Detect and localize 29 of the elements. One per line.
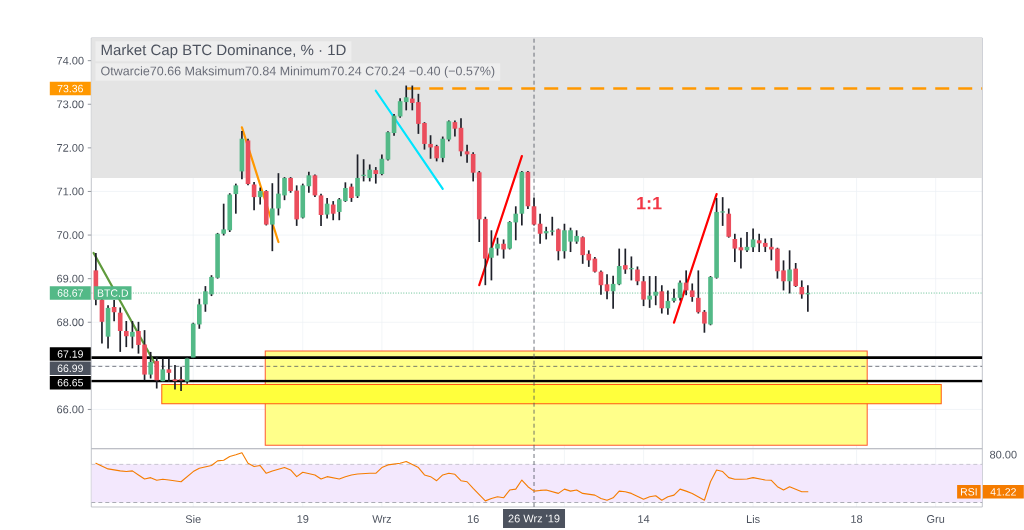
ref-line-label: 67.19 [57,350,83,358]
annotation: 73.36 [57,84,83,93]
ref-line-label: 66.65 [57,378,83,387]
x-tick-label: 19 [297,515,309,523]
x-tick-label: Wrz [372,515,392,523]
y-tick-label: 66.00 [57,405,84,414]
ref-line-label: 26 Wrz '19 [508,514,560,523]
y-tick-label: 71.00 [57,187,84,196]
x-tick-label: Gru [927,515,945,523]
y-tick-label: 70.00 [57,231,84,239]
y-tick-label: 69.00 [57,274,84,283]
ref-line-label: 68.67 [57,289,83,297]
x-tick-label: 18 [851,515,863,523]
chart-title: Market Cap BTC Dominance, % · 1D [101,44,346,59]
x-tick-label: 14 [638,515,650,523]
y-tick-label: 73.00 [57,100,84,109]
annotation: BTC.D [97,289,128,297]
x-tick-label: 16 [467,515,479,523]
y-tick-label: 68.00 [57,318,84,327]
text: 80.00 [990,450,1017,459]
ref-line-label: 66.99 [57,364,83,373]
x-tick-label: Lis [746,514,760,524]
text: 41.22 [990,488,1016,496]
annotation: 1:1 [637,196,662,210]
x-tick-label: Sie [185,514,201,524]
legend-label: RSI [960,488,977,496]
y-tick-label: 72.00 [57,143,84,152]
text: Otwarcie70.66 Maksimum70.84 Minimum70.24 C70.24 −0.40 (−0.57%) [101,66,495,78]
y-tick-label: 74.00 [57,56,84,65]
